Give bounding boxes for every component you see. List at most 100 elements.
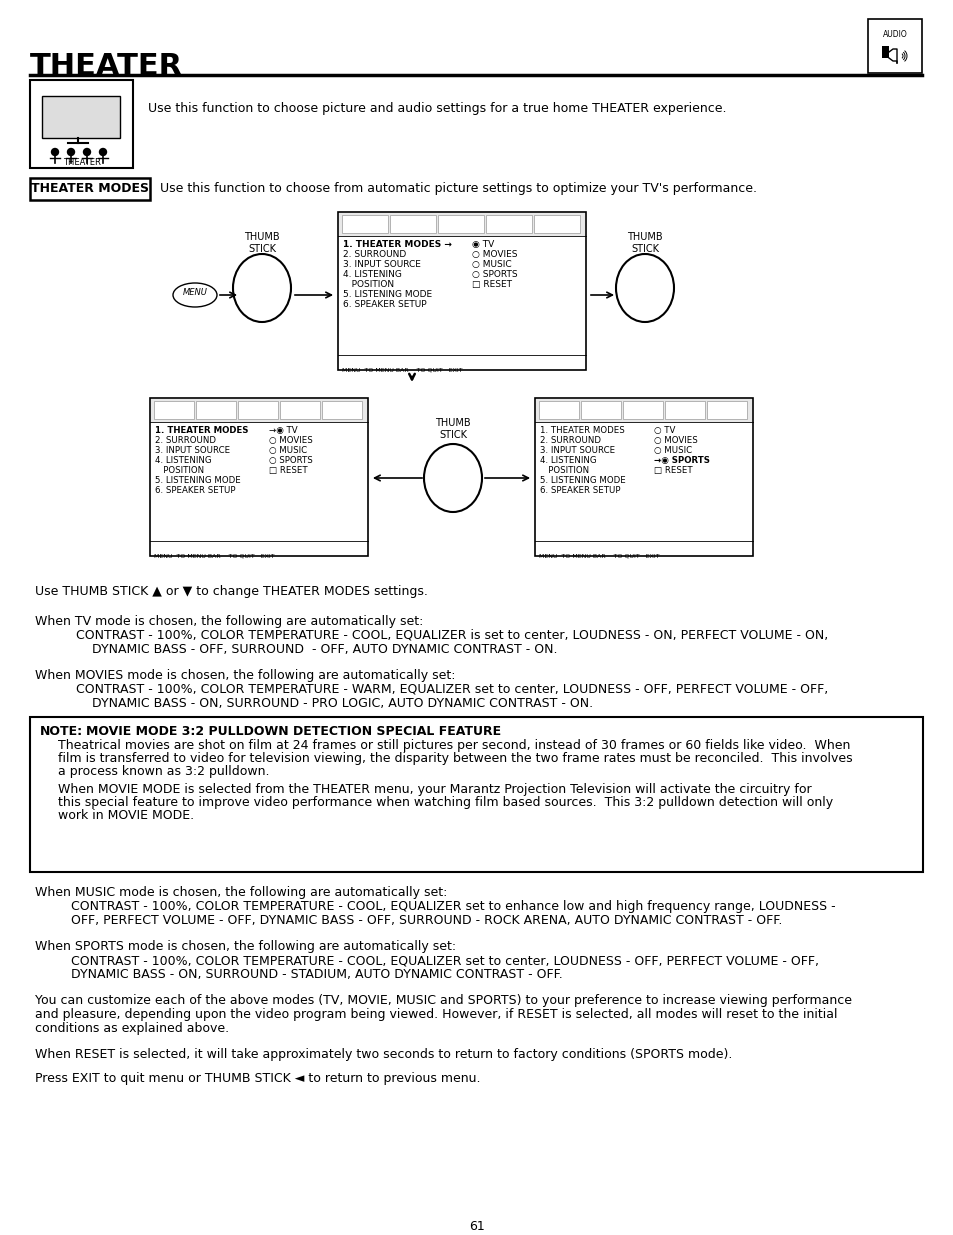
Bar (535, 398, 752, 556)
Text: 2. SURROUND: 2. SURROUND (154, 436, 215, 445)
Text: ○ MUSIC: ○ MUSIC (472, 261, 511, 269)
Text: ○ MOVIES: ○ MOVIES (269, 436, 313, 445)
Ellipse shape (233, 254, 291, 322)
Bar (42, 96, 120, 138)
Text: MENU  TO MENU BAR    TO QUIT   EXIT: MENU TO MENU BAR TO QUIT EXIT (153, 555, 274, 559)
Bar (337, 212, 585, 370)
Text: 2. SURROUND: 2. SURROUND (539, 436, 600, 445)
Text: 5. LISTENING MODE: 5. LISTENING MODE (539, 475, 625, 485)
Text: OFF, PERFECT VOLUME - OFF, DYNAMIC BASS - OFF, SURROUND - ROCK ARENA, AUTO DYNAM: OFF, PERFECT VOLUME - OFF, DYNAMIC BASS … (55, 914, 781, 927)
Text: When SPORTS mode is chosen, the following are automatically set:: When SPORTS mode is chosen, the followin… (35, 940, 456, 953)
Bar (664, 401, 704, 419)
Bar (237, 401, 277, 419)
Text: Use this function to choose picture and audio settings for a true home THEATER e: Use this function to choose picture and … (148, 103, 726, 115)
Bar (195, 401, 235, 419)
Text: this special feature to improve video performance when watching film based sourc: this special feature to improve video pe… (58, 797, 832, 809)
Text: work in MOVIE MODE.: work in MOVIE MODE. (58, 809, 193, 823)
Circle shape (84, 148, 91, 156)
Text: ○ MOVIES: ○ MOVIES (654, 436, 697, 445)
Text: 4. LISTENING: 4. LISTENING (343, 270, 401, 279)
Bar (151, 399, 367, 422)
Text: ○ SPORTS: ○ SPORTS (472, 270, 517, 279)
Bar (30, 80, 132, 168)
Circle shape (51, 148, 58, 156)
Bar (390, 215, 436, 233)
Text: MENU: MENU (182, 288, 207, 296)
Text: When MOVIES mode is chosen, the following are automatically set:: When MOVIES mode is chosen, the followin… (35, 669, 455, 682)
Text: 1. THEATER MODES: 1. THEATER MODES (539, 426, 624, 435)
Text: THEATER: THEATER (63, 158, 101, 167)
Bar (341, 215, 388, 233)
Text: □ RESET: □ RESET (269, 466, 307, 475)
Text: You can customize each of the above modes (TV, MOVIE, MUSIC and SPORTS) to your : You can customize each of the above mode… (35, 994, 851, 1007)
Text: When MUSIC mode is chosen, the following are automatically set:: When MUSIC mode is chosen, the following… (35, 885, 447, 899)
Text: When TV mode is chosen, the following are automatically set:: When TV mode is chosen, the following ar… (35, 615, 423, 629)
Text: POSITION: POSITION (154, 466, 204, 475)
Bar (882, 46, 888, 58)
Text: conditions as explained above.: conditions as explained above. (35, 1023, 229, 1035)
Text: 61: 61 (469, 1220, 484, 1233)
Bar (622, 401, 662, 419)
Text: THUMB
STICK: THUMB STICK (244, 232, 279, 253)
Bar (485, 215, 532, 233)
Text: Use THUMB STICK ▲ or ▼ to change THEATER MODES settings.: Use THUMB STICK ▲ or ▼ to change THEATER… (35, 585, 428, 598)
Text: ○ TV: ○ TV (654, 426, 675, 435)
Bar (338, 212, 584, 236)
Bar (437, 215, 483, 233)
Text: □ RESET: □ RESET (472, 280, 512, 289)
Text: Theatrical movies are shot on film at 24 frames or still pictures per second, in: Theatrical movies are shot on film at 24… (58, 739, 849, 752)
Bar (30, 178, 150, 200)
Text: THUMB
STICK: THUMB STICK (435, 417, 471, 440)
Text: →◉ SPORTS: →◉ SPORTS (654, 456, 709, 466)
Text: a process known as 3:2 pulldown.: a process known as 3:2 pulldown. (58, 764, 269, 778)
Text: MENU  TO MENU BAR    TO QUIT   EXIT: MENU TO MENU BAR TO QUIT EXIT (341, 368, 462, 373)
Text: MOVIE MODE 3:2 PULLDOWN DETECTION SPECIAL FEATURE: MOVIE MODE 3:2 PULLDOWN DETECTION SPECIA… (86, 725, 500, 739)
Text: film is transferred to video for television viewing, the disparity between the t: film is transferred to video for televis… (58, 752, 852, 764)
Bar (153, 401, 193, 419)
Text: 4. LISTENING: 4. LISTENING (154, 456, 212, 466)
Text: 3. INPUT SOURCE: 3. INPUT SOURCE (154, 446, 230, 454)
Text: CONTRAST - 100%, COLOR TEMPERATURE - COOL, EQUALIZER set to center, LOUDNESS - O: CONTRAST - 100%, COLOR TEMPERATURE - COO… (55, 953, 818, 967)
Text: THUMB
STICK: THUMB STICK (626, 232, 662, 253)
Circle shape (99, 148, 107, 156)
Text: 6. SPEAKER SETUP: 6. SPEAKER SETUP (154, 487, 235, 495)
Text: DYNAMIC BASS - ON, SURROUND - STADIUM, AUTO DYNAMIC CONTRAST - OFF.: DYNAMIC BASS - ON, SURROUND - STADIUM, A… (55, 968, 562, 981)
Bar (534, 215, 579, 233)
Ellipse shape (616, 254, 673, 322)
Bar (706, 401, 746, 419)
Ellipse shape (172, 283, 216, 308)
Bar (322, 401, 361, 419)
Circle shape (68, 148, 74, 156)
Bar (538, 401, 578, 419)
Text: 6. SPEAKER SETUP: 6. SPEAKER SETUP (539, 487, 619, 495)
Text: THEATER: THEATER (30, 52, 183, 82)
Ellipse shape (423, 445, 481, 513)
Bar (30, 718, 923, 872)
Text: →◉ TV: →◉ TV (269, 426, 297, 435)
Text: THEATER MODES: THEATER MODES (30, 182, 149, 195)
Text: 3. INPUT SOURCE: 3. INPUT SOURCE (343, 261, 420, 269)
Text: When RESET is selected, it will take approximately two seconds to return to fact: When RESET is selected, it will take app… (35, 1049, 732, 1061)
Text: Press EXIT to quit menu or THUMB STICK ◄ to return to previous menu.: Press EXIT to quit menu or THUMB STICK ◄… (35, 1072, 480, 1086)
Text: DYNAMIC BASS - ON, SURROUND - PRO LOGIC, AUTO DYNAMIC CONTRAST - ON.: DYNAMIC BASS - ON, SURROUND - PRO LOGIC,… (60, 697, 593, 710)
Text: and pleasure, depending upon the video program being viewed. However, if RESET i: and pleasure, depending upon the video p… (35, 1008, 837, 1021)
Text: ○ MUSIC: ○ MUSIC (269, 446, 307, 454)
Text: MENU  TO MENU BAR    TO QUIT   EXIT: MENU TO MENU BAR TO QUIT EXIT (538, 555, 659, 559)
Text: 1. THEATER MODES →: 1. THEATER MODES → (343, 240, 452, 249)
Bar (867, 19, 921, 73)
Text: 4. LISTENING: 4. LISTENING (539, 456, 596, 466)
Text: 1. THEATER MODES: 1. THEATER MODES (154, 426, 248, 435)
Text: 5. LISTENING MODE: 5. LISTENING MODE (343, 290, 432, 299)
Text: ○ SPORTS: ○ SPORTS (269, 456, 313, 466)
Text: NOTE:: NOTE: (40, 725, 83, 739)
Text: AUDIO: AUDIO (882, 30, 906, 40)
Text: CONTRAST - 100%, COLOR TEMPERATURE - COOL, EQUALIZER is set to center, LOUDNESS : CONTRAST - 100%, COLOR TEMPERATURE - COO… (60, 629, 827, 642)
Text: CONTRAST - 100%, COLOR TEMPERATURE - WARM, EQUALIZER set to center, LOUDNESS - O: CONTRAST - 100%, COLOR TEMPERATURE - WAR… (60, 683, 827, 697)
Text: ○ MOVIES: ○ MOVIES (472, 249, 517, 259)
Text: POSITION: POSITION (343, 280, 394, 289)
Bar (150, 398, 368, 556)
Text: 5. LISTENING MODE: 5. LISTENING MODE (154, 475, 240, 485)
Bar (280, 401, 319, 419)
Text: Use this function to choose from automatic picture settings to optimize your TV': Use this function to choose from automat… (160, 182, 757, 195)
Text: DYNAMIC BASS - OFF, SURROUND  - OFF, AUTO DYNAMIC CONTRAST - ON.: DYNAMIC BASS - OFF, SURROUND - OFF, AUTO… (60, 643, 557, 656)
